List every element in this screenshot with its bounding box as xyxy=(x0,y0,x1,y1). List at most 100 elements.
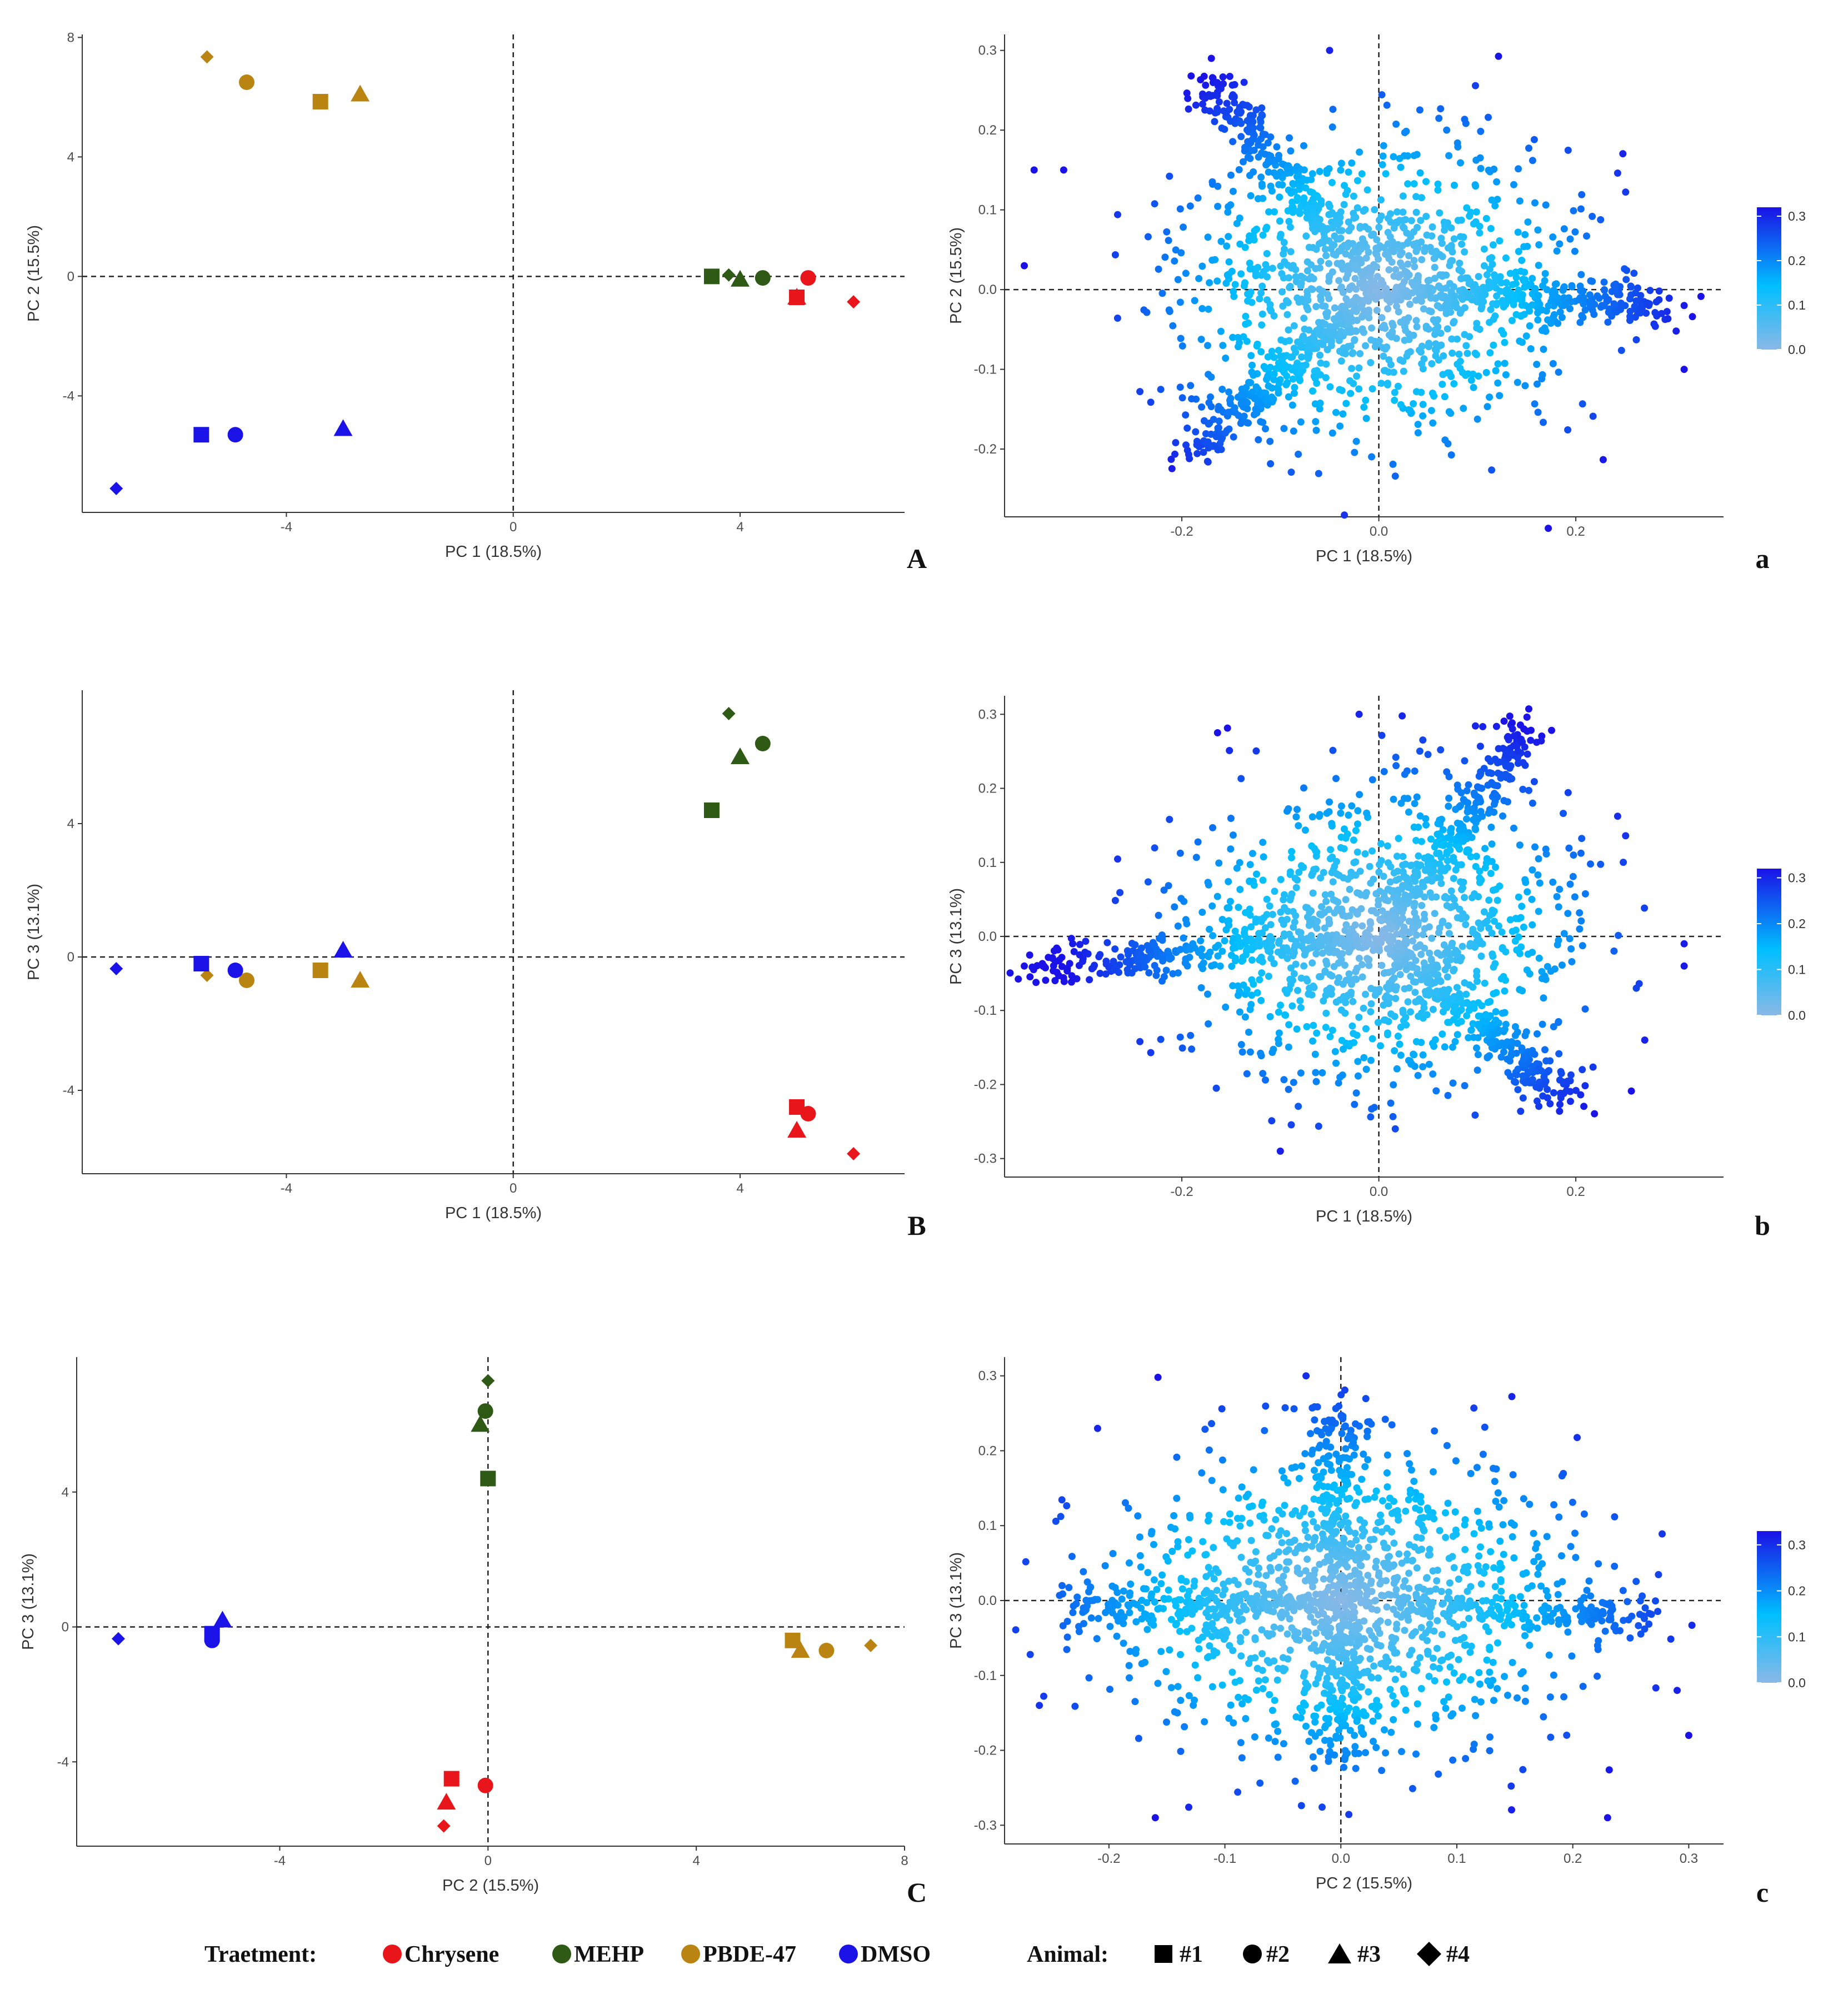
loading-point xyxy=(1586,291,1594,299)
loading-point xyxy=(1524,1068,1532,1076)
loading-point xyxy=(1533,1614,1541,1622)
x-tick-label: 0 xyxy=(510,520,517,535)
loading-point xyxy=(1457,159,1464,167)
loading-point xyxy=(1473,1044,1480,1052)
loading-point xyxy=(1545,1067,1553,1074)
loading-point xyxy=(1283,807,1291,815)
loading-point xyxy=(1462,921,1470,929)
loading-point xyxy=(1262,425,1269,432)
loading-point xyxy=(1377,380,1385,387)
loading-point xyxy=(1577,1597,1585,1605)
loading-point xyxy=(1476,742,1484,750)
loading-point xyxy=(1316,1747,1324,1755)
loading-point xyxy=(1317,359,1325,367)
loading-point xyxy=(1413,151,1421,158)
loading-point xyxy=(1141,963,1149,971)
loading-point xyxy=(1030,166,1038,174)
loading-point xyxy=(1427,407,1435,415)
loading-point xyxy=(1198,305,1206,312)
loading-point xyxy=(1227,815,1235,822)
loading-point xyxy=(1396,918,1404,925)
loading-point xyxy=(1165,1595,1172,1603)
loading-point xyxy=(1183,424,1191,432)
loading-point xyxy=(1214,952,1222,960)
loading-point xyxy=(1310,1021,1317,1029)
loading-point xyxy=(1182,270,1190,277)
loading-point xyxy=(1647,1611,1655,1618)
loading-point xyxy=(1259,130,1267,138)
loading-point xyxy=(1494,793,1501,801)
loading-point xyxy=(1394,293,1401,301)
loading-point xyxy=(1400,367,1407,375)
loading-point xyxy=(1504,1038,1511,1046)
loading-point xyxy=(1441,222,1449,230)
loading-point xyxy=(1296,377,1303,385)
loading-point xyxy=(1419,1609,1426,1617)
point-chrysene-animal-2 xyxy=(800,270,816,286)
loading-point xyxy=(1238,1616,1246,1623)
loading-point xyxy=(1145,1615,1152,1623)
loading-point xyxy=(1488,929,1496,937)
loading-point xyxy=(1308,813,1316,821)
loading-point xyxy=(1166,955,1173,963)
loading-point xyxy=(1153,1586,1161,1593)
loading-point xyxy=(1287,248,1295,256)
y-tick-label: -0.1 xyxy=(974,1003,997,1018)
loading-point xyxy=(1281,986,1289,994)
loading-point xyxy=(1472,799,1480,807)
loading-point xyxy=(1513,742,1521,750)
loading-point xyxy=(1222,1003,1230,1011)
loading-point xyxy=(1270,960,1278,968)
loading-point xyxy=(1491,278,1499,286)
loading-point xyxy=(1326,203,1333,211)
loading-point xyxy=(1200,417,1208,425)
loading-point xyxy=(1312,865,1320,873)
loading-point xyxy=(1634,309,1642,317)
loading-point xyxy=(1343,1464,1351,1472)
loading-point xyxy=(1419,284,1427,292)
loading-point xyxy=(1310,1661,1317,1668)
loading-point xyxy=(1490,166,1498,173)
loading-point xyxy=(1362,415,1370,422)
loading-point xyxy=(1320,997,1327,1005)
y-axis-label: PC 3 (13.1%) xyxy=(25,884,43,980)
loading-point xyxy=(1322,1714,1330,1722)
loading-point xyxy=(1516,1593,1524,1601)
loading-point xyxy=(1246,265,1254,273)
loading-point xyxy=(1311,1641,1318,1648)
loading-point xyxy=(1338,1430,1346,1437)
loading-point xyxy=(1158,936,1166,944)
panel-label-B: B xyxy=(907,1210,926,1241)
loading-point xyxy=(1286,134,1293,142)
loading-point xyxy=(1454,217,1462,225)
y-tick-label: -4 xyxy=(63,1083,74,1098)
loading-point xyxy=(1617,306,1625,313)
loading-point xyxy=(1402,1507,1410,1515)
loading-point xyxy=(1503,1601,1511,1608)
loading-point xyxy=(1328,123,1336,131)
loading-point xyxy=(1153,966,1161,974)
loading-point xyxy=(1461,116,1469,123)
loading-point xyxy=(1311,1050,1319,1058)
loading-point xyxy=(1231,281,1239,288)
loading-point xyxy=(1246,861,1254,869)
loading-point xyxy=(1435,929,1442,936)
loading-point xyxy=(1652,1684,1660,1692)
loading-point xyxy=(1192,428,1200,436)
loading-point xyxy=(1394,208,1401,216)
loading-point xyxy=(1556,1108,1564,1115)
loading-point xyxy=(1517,943,1525,951)
loading-point xyxy=(1450,235,1458,243)
loading-point xyxy=(1311,1718,1319,1726)
loading-point xyxy=(1399,868,1407,876)
loading-point xyxy=(1181,1723,1188,1731)
loading-point xyxy=(1257,996,1265,1004)
loading-point xyxy=(1362,1025,1370,1033)
loading-point xyxy=(1399,1006,1407,1014)
loading-point xyxy=(1579,287,1587,295)
loading-point xyxy=(1410,1050,1417,1058)
loading-point xyxy=(1102,960,1110,968)
point-chrysene-animal-4 xyxy=(847,295,861,309)
colorbar-tick-label: 0.1 xyxy=(1788,298,1806,312)
loading-point xyxy=(1321,891,1329,899)
